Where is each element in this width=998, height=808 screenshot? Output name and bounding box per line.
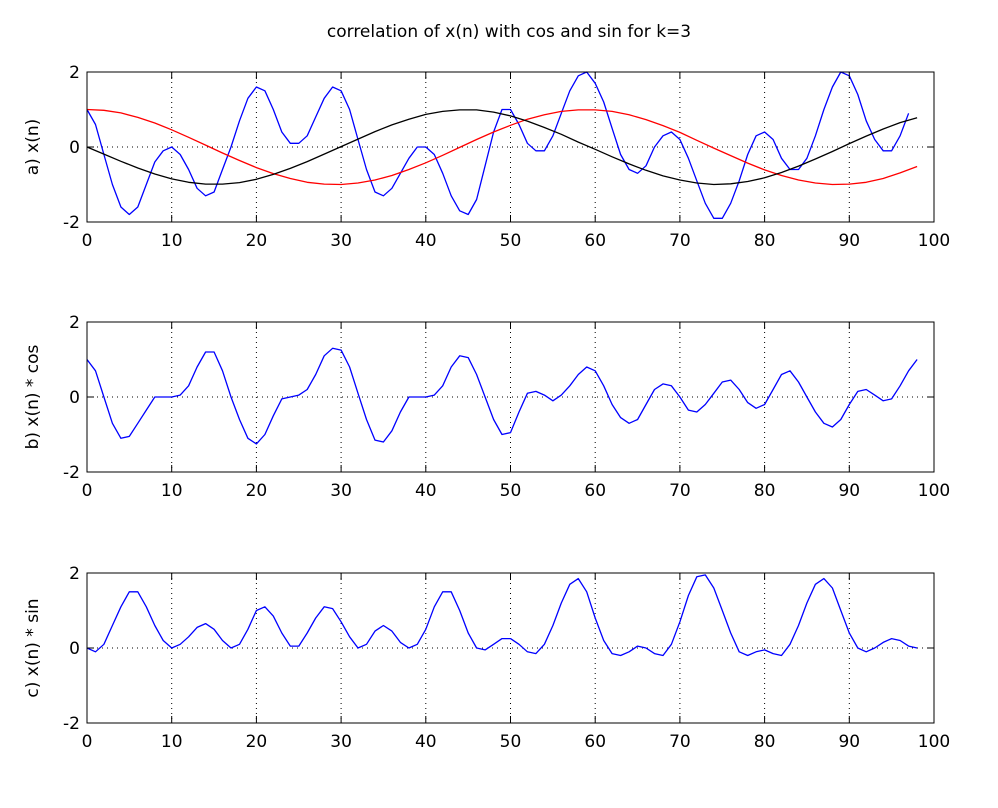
x-tick-label: 30 — [330, 481, 352, 501]
x-tick-label: 30 — [330, 231, 352, 251]
x-tick-label: 20 — [246, 732, 268, 752]
x-tick-label: 10 — [161, 231, 183, 251]
x-tick-label: 0 — [82, 481, 93, 501]
y-tick-label: 2 — [69, 313, 80, 333]
y-axis-label: a) x(n) — [23, 119, 43, 176]
series-line-c-1 — [86, 574, 918, 657]
x-tick-label: 60 — [584, 231, 606, 251]
y-axis-label: c) x(n) * sin — [23, 598, 43, 697]
x-tick-label: 90 — [838, 231, 860, 251]
x-tick-label: 100 — [918, 481, 950, 501]
x-tick-label: 0 — [82, 732, 93, 752]
y-axis-label: b) x(n) * cos — [23, 344, 43, 449]
x-tick-label: 60 — [584, 481, 606, 501]
x-tick-label: 70 — [669, 231, 691, 251]
x-tick-label: 80 — [754, 732, 776, 752]
x-tick-label: 70 — [669, 732, 691, 752]
x-tick-label: 40 — [415, 231, 437, 251]
y-tick-label: 0 — [69, 388, 80, 408]
x-tick-label: 10 — [161, 481, 183, 501]
y-tick-label: -2 — [63, 463, 80, 483]
x-tick-label: 70 — [669, 481, 691, 501]
x-tick-label: 0 — [82, 231, 93, 251]
y-tick-label: 2 — [69, 564, 80, 584]
y-tick-label: 0 — [69, 639, 80, 659]
x-tick-label: 40 — [415, 481, 437, 501]
x-tick-label: 40 — [415, 732, 437, 752]
x-tick-label: 20 — [246, 481, 268, 501]
x-tick-label: 50 — [500, 231, 522, 251]
y-tick-label: 2 — [69, 63, 80, 83]
series-line-a-3 — [86, 109, 918, 186]
x-tick-label: 50 — [500, 732, 522, 752]
x-tick-label: 10 — [161, 732, 183, 752]
series-line-a-2 — [86, 108, 918, 186]
y-tick-label: -2 — [63, 213, 80, 233]
series-line-b-1 — [86, 347, 918, 445]
y-tick-label: 0 — [69, 138, 80, 158]
x-tick-label: 80 — [754, 231, 776, 251]
x-tick-label: 50 — [500, 481, 522, 501]
series-line-a-1 — [86, 71, 910, 219]
x-tick-label: 30 — [330, 732, 352, 752]
x-tick-label: 60 — [584, 732, 606, 752]
y-tick-label: -2 — [63, 714, 80, 734]
x-tick-label: 20 — [246, 231, 268, 251]
figure-title: correlation of x(n) with cos and sin for… — [327, 22, 691, 42]
x-tick-label: 100 — [918, 231, 950, 251]
x-tick-label: 90 — [838, 481, 860, 501]
x-tick-label: 100 — [918, 732, 950, 752]
x-tick-label: 90 — [838, 732, 860, 752]
x-tick-label: 80 — [754, 481, 776, 501]
